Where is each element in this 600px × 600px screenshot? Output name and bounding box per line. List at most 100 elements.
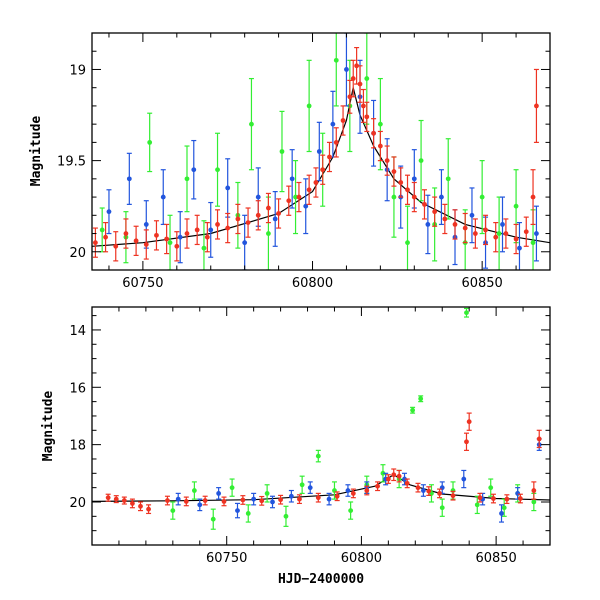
bottom-series-0-point [315, 449, 321, 463]
bottom-series-0-point [488, 478, 494, 497]
top-series-2-point [371, 118, 377, 149]
bottom-series-2-point [490, 493, 496, 504]
bottom-series-2-point [466, 412, 472, 431]
top-x-tick-label: 60800 [292, 276, 333, 291]
bottom-series-2-point [531, 481, 537, 500]
top-series-2-point [533, 68, 539, 143]
top-series-0-point [405, 205, 411, 270]
top-series-2-point [113, 231, 119, 262]
top-series-2-point [204, 222, 210, 253]
bottom-x-tick-label: 60800 [341, 551, 382, 566]
bottom-plot-area [92, 307, 550, 530]
top-series-1-point [438, 169, 444, 226]
bottom-series-2-point [477, 492, 483, 503]
top-series-2-point [354, 46, 360, 85]
bottom-series-2-point [437, 488, 443, 499]
top-series-0-point [215, 132, 221, 207]
bottom-series-0-point [439, 498, 445, 517]
bottom-series-0-point [501, 498, 507, 517]
top-series-2-point [255, 200, 261, 231]
top-series-1-point [425, 194, 431, 255]
top-series-1-point [469, 187, 475, 244]
bottom-series-1-point [216, 487, 222, 500]
top-series-0-point [496, 196, 502, 270]
bottom-series-1-point [270, 495, 276, 509]
bottom-series-2-point [113, 495, 119, 504]
top-series-0-point [279, 110, 285, 193]
bottom-plot-frame [91, 306, 551, 546]
top-series-2-point [184, 218, 190, 249]
top-series-2-point [103, 222, 109, 253]
top-series-1-point [160, 169, 166, 226]
bottom-series-2-point [278, 494, 284, 505]
bottom-series-2-point [415, 482, 421, 493]
bottom-series-2-point [315, 492, 321, 503]
top-series-1-point [303, 178, 309, 235]
bottom-series-2-point [164, 495, 170, 506]
top-series-1-point [533, 205, 539, 262]
bottom-series-1-point [326, 492, 332, 506]
top-y-tick-label: 19.5 [57, 155, 86, 170]
top-series-2-point [276, 198, 282, 229]
bottom-series-2-point [396, 469, 402, 483]
top-axis-ticks: 60750 60800 60850 19 19.5 20 [57, 32, 551, 291]
bottom-series-1-point [420, 484, 426, 497]
top-series-0-point [184, 145, 190, 213]
bottom-series-0-point [283, 505, 289, 527]
top-series-2-point [452, 209, 458, 240]
bottom-series-2-point [105, 493, 111, 502]
top-series-2-point [347, 79, 353, 114]
top-series-2-point [364, 101, 370, 133]
top-series-1-point [177, 211, 183, 264]
top-series-2-point [92, 227, 98, 258]
top-series-2-point [133, 225, 139, 257]
top-series-2-point [432, 196, 438, 227]
bottom-series-0-point [418, 395, 424, 403]
bottom-series-2-point [296, 494, 302, 505]
bottom-series-0-point [348, 501, 354, 520]
top-series-0-point [306, 59, 312, 153]
top-series-2-point [245, 207, 251, 238]
top-series-2-point [296, 181, 302, 213]
top-series-2-point [225, 212, 231, 244]
top-series-0-point [201, 220, 207, 270]
bottom-series-2-point [121, 496, 127, 505]
bottom-panel: 60750 60800 60850 14 16 18 20 Magnitude HJD−24… [41, 306, 551, 587]
top-series-1-point [242, 214, 248, 270]
bottom-series-2-point [450, 490, 456, 501]
top-series-2-point [523, 216, 529, 247]
top-series-2-point [405, 174, 411, 205]
bottom-series-1-point [345, 484, 351, 497]
bottom-series-2-point [504, 494, 510, 505]
bottom-series-0-point [264, 484, 270, 503]
top-series-2-point [123, 218, 129, 249]
bottom-series-2-point [463, 432, 469, 451]
bottom-series-0-point [410, 406, 416, 414]
bottom-series-1-point [288, 489, 294, 503]
bottom-axis-ticks: 60750 60800 60850 14 16 18 20 [69, 307, 551, 566]
bottom-series-1-point [461, 469, 467, 489]
bottom-series-0-point [191, 481, 197, 500]
top-series-1-point [330, 90, 336, 158]
top-series-2-point [503, 218, 509, 249]
top-series-0-point [418, 119, 424, 202]
top-series-1-point [316, 121, 322, 182]
bottom-series-0-point [229, 478, 235, 497]
bottom-series-2-point [202, 495, 208, 506]
top-series-2-point [333, 127, 339, 158]
bottom-series-2-point [517, 493, 523, 504]
top-series-1-point [500, 196, 506, 253]
top-series-2-point [174, 231, 180, 262]
top-series-1-point [126, 152, 132, 205]
bottom-series-2-point [536, 429, 542, 449]
top-series-1-point [191, 139, 197, 200]
bottom-x-tick-label: 60750 [206, 551, 247, 566]
top-series-2-point [472, 218, 478, 249]
top-series-2-point [493, 222, 499, 253]
top-series-1-point [289, 149, 295, 209]
bottom-series-0-point [170, 501, 176, 520]
top-y-tick-label: 20 [69, 246, 86, 261]
top-series-2-point [350, 59, 356, 98]
bottom-series-2-point [404, 478, 410, 489]
top-series-2-point [235, 203, 241, 235]
